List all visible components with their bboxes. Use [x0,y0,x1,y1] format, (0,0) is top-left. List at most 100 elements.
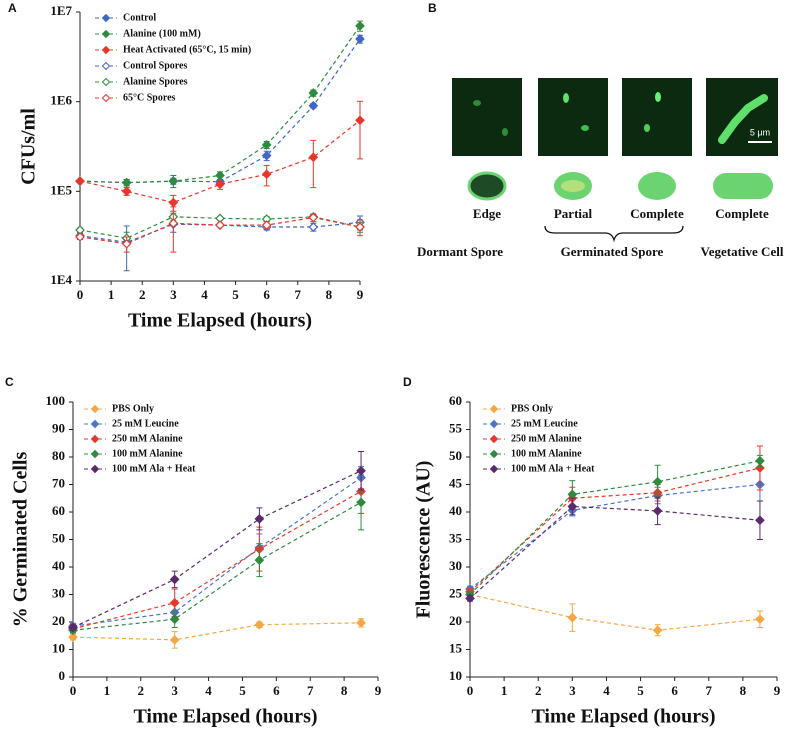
spore-core [561,180,585,192]
y-tick-label: 70 [52,475,65,490]
x-tick-label: 0 [70,683,77,698]
y-tick-label: 20 [52,613,65,628]
data-point [75,176,85,186]
legend-label: PBS Only [112,403,154,414]
legend-marker [489,419,499,429]
legend-marker [90,434,100,444]
panel-label: A [8,1,17,15]
stage-label: Partial [554,206,593,221]
data-point [308,212,319,223]
x-axis-label: Time Elapsed (hours) [133,706,317,728]
x-tick-label: 7 [706,683,713,698]
data-point [755,614,765,625]
legend-label: PBS Only [511,403,553,414]
y-tick-label: 10 [449,668,462,683]
spore [473,100,481,106]
data-point [254,555,265,565]
legend-label: Control [123,12,156,23]
legend-label: 100 mM Ala + Heat [511,463,595,474]
data-point [168,197,179,208]
data-point [75,232,85,242]
data-point [169,597,180,608]
data-point [355,115,365,126]
x-tick-label: 5 [637,683,644,698]
y-tick-label: 35 [449,530,463,545]
x-axis-label: Time Elapsed (hours) [531,706,715,728]
y-tick-label: 80 [52,448,65,463]
legend-marker [489,434,499,444]
y-tick-label: 20 [449,613,462,628]
legend-label: 65°C Spores [123,92,176,103]
error-bar [357,100,363,160]
data-point [68,632,78,642]
x-tick-label: 1 [108,287,115,302]
spore [563,93,569,103]
stage-label: Complete [715,206,769,221]
legend-marker [101,61,111,71]
series-line [72,477,362,627]
spore [581,125,589,131]
y-tick-label: 1E4 [50,272,72,287]
legend-label: 100 mM Ala + Heat [112,463,196,474]
series-line [469,467,761,593]
stage-label: Edge [473,206,501,221]
x-tick-label: 2 [535,683,542,698]
data-point [652,625,663,636]
x-tick-label: 7 [295,287,302,302]
cell [718,94,768,144]
legend-label: Alanine Spores [123,76,188,87]
y-tick-label: 45 [449,475,463,490]
data-point [261,139,272,150]
data-point [261,169,272,180]
x-tick-label: 3 [170,287,177,302]
y-tick-label: 40 [449,503,462,518]
legend-marker [90,404,100,414]
panel-label: B [428,1,437,15]
data-point [254,619,265,630]
y-tick-label: 30 [449,558,462,573]
x-tick-label: 0 [467,683,474,698]
data-point [308,100,319,111]
x-tick-label: 7 [307,683,314,698]
legend-marker [489,449,499,459]
data-point [261,150,272,161]
data-point [215,220,225,230]
data-point [355,34,365,44]
data-point [169,635,180,645]
error-bar [310,139,317,189]
data-point [215,170,225,181]
legend-marker [90,449,100,459]
x-tick-label: 4 [201,287,208,302]
y-tick-label: 15 [449,640,463,655]
data-point [355,222,365,232]
x-tick-label: 8 [740,683,747,698]
x-tick-label: 2 [138,683,145,698]
legend-marker [101,77,111,87]
y-tick-label: 1E6 [50,93,72,108]
x-axis-label: Time Elapsed (hours) [128,310,312,332]
micrograph [538,78,608,156]
series-line [469,505,760,599]
legend-marker [101,13,111,23]
data-point [169,574,180,585]
y-tick-label: 60 [52,503,65,518]
x-tick-label: 9 [774,683,781,698]
legend-label: 250 mM Alanine [511,433,582,444]
spore-icon [638,172,676,200]
y-tick-label: 100 [46,393,66,408]
x-tick-label: 9 [375,683,382,698]
x-tick-label: 1 [501,683,508,698]
legend-label: 25 mM Leucine [511,418,578,429]
legend-marker [489,404,499,414]
data-point [465,593,475,604]
x-tick-label: 3 [171,683,178,698]
data-point [755,515,765,526]
x-tick-label: 1 [104,683,111,698]
spore [655,92,661,102]
x-tick-label: 2 [139,287,146,302]
data-point [755,456,765,466]
y-tick-label: 0 [59,668,66,683]
micrograph [622,78,692,156]
